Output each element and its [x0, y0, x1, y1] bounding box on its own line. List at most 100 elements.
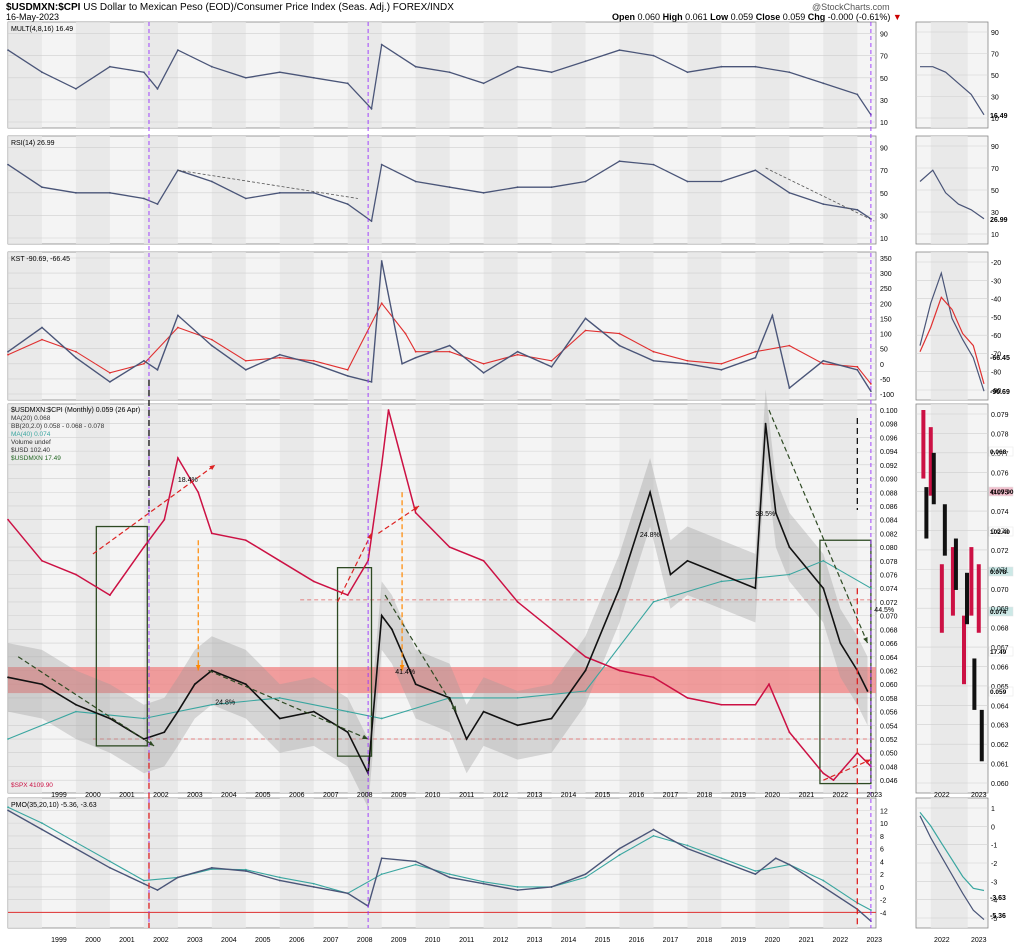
- pmo-signal-line-point: [312, 882, 315, 885]
- x-tick-label: 2012: [493, 792, 509, 799]
- pmo-line-point: [584, 873, 587, 876]
- y-tick-label: -50: [880, 377, 890, 384]
- spx-line-point: [832, 779, 835, 782]
- kst-signal-line-point: [278, 356, 281, 359]
- side-y-tick-label: -2: [991, 861, 997, 868]
- trend-arrow-green: [384, 594, 457, 712]
- side-y-tick-label: 30: [991, 95, 999, 102]
- pmo-signal-line-point: [652, 834, 655, 837]
- pmo-line-point: [109, 866, 111, 869]
- side-spx-bar: [939, 564, 944, 633]
- mult-line-point: [550, 71, 553, 74]
- rsi-line-point: [652, 163, 655, 166]
- rsi-line-point: [41, 186, 43, 189]
- side-y-tick-label: 0.075: [991, 490, 1009, 497]
- year-shade-pmo: [75, 798, 110, 928]
- usdmxn-cpi-line-point: [41, 683, 43, 686]
- spx-line-point: [210, 532, 213, 535]
- side-spx-bar: [921, 410, 926, 479]
- side-price-bar: [979, 709, 984, 762]
- y-tick-label: -4: [880, 910, 886, 917]
- mult-line-point: [380, 43, 383, 46]
- spx-line-point: [584, 655, 587, 658]
- rsi-line-point: [584, 180, 587, 183]
- side-x-tick-label: 2023: [971, 792, 987, 799]
- pmo-line-point: [156, 889, 159, 892]
- side-spx-bar: [950, 547, 955, 616]
- y-tick-label: 0.094: [880, 449, 898, 456]
- year-shade-mult: [415, 22, 450, 128]
- kst-signal-line-point: [75, 350, 77, 353]
- y-tick-label: 0.076: [880, 573, 898, 580]
- mult-line-point: [109, 65, 111, 68]
- x-tick-label: 2022: [833, 792, 849, 799]
- side-y-tick-label: 90: [991, 144, 999, 151]
- side-y-tick-label: -3: [991, 879, 997, 886]
- kst-signal-line-point: [448, 350, 451, 353]
- side-y-tick-label: 50: [991, 73, 999, 80]
- pmo-line-point: [312, 886, 315, 888]
- year-shade-rsi: [687, 136, 722, 244]
- side-y-tick-label: 10: [991, 116, 999, 123]
- pmo-line-point: [550, 886, 553, 888]
- y-tick-label: 70: [880, 168, 888, 175]
- y-tick-label: -100: [880, 392, 894, 399]
- side-y-tick-label: 0.067: [991, 645, 1009, 652]
- year-shade-rsi: [415, 136, 450, 244]
- kst-signal-line-point: [380, 302, 383, 305]
- usdmxn-cpi-line-point: [380, 614, 383, 617]
- usdmxn-cpi-line-point: [866, 690, 869, 692]
- percent-annotation: 24.8%: [640, 532, 660, 539]
- y-tick-label: 0: [880, 885, 884, 892]
- rsi-line-point: [278, 191, 281, 194]
- rsi-line-point: [448, 186, 451, 189]
- usdmxn-cpi-line-point: [669, 573, 672, 576]
- main-legend-entry: BB(20,2.0) 0.058 - 0.068 - 0.078: [11, 423, 105, 430]
- y-tick-label: 2: [880, 872, 884, 879]
- pmo-line-point: [482, 882, 485, 885]
- y-tick-label: 0.092: [880, 463, 898, 470]
- year-shade-main: [279, 404, 314, 793]
- pmo-signal-line-point: [686, 844, 689, 847]
- pmo-signal-line-point: [618, 854, 621, 856]
- mult-line-point: [156, 87, 159, 90]
- usdmxn-cpi-line-point: [774, 511, 777, 514]
- y-tick-label: 6: [880, 847, 884, 854]
- year-shade-mult: [75, 22, 110, 128]
- year-shade-pmo: [551, 798, 586, 928]
- side-y-tick-label: 0.072: [991, 548, 1009, 555]
- y-tick-label: 70: [880, 54, 888, 61]
- y-tick-label: 90: [880, 146, 888, 153]
- mult-value-badge: 16.49: [990, 113, 1008, 120]
- usdmxn-cpi-line-point: [482, 710, 485, 713]
- pmo-signal-line-point: [41, 822, 43, 825]
- trend-arrow-green-head: [362, 734, 369, 740]
- spx-line-point: [278, 559, 281, 562]
- x-tick-label: 2002: [153, 792, 169, 799]
- y-tick-label: -2: [880, 898, 886, 905]
- kst-line-point: [870, 390, 872, 393]
- pmo-line-point: [210, 866, 213, 869]
- trend-arrow-green: [17, 656, 155, 747]
- pmo-signal-line-point: [754, 870, 757, 872]
- mult-line-point: [618, 49, 621, 52]
- side-year-shade-main: [930, 404, 968, 793]
- y-tick-label: 0.060: [880, 682, 898, 689]
- x-tick-label: 2019: [731, 792, 747, 799]
- value-badge: 0.078: [990, 569, 1007, 576]
- kst-signal-line-point: [346, 368, 349, 371]
- spx-line-point: [41, 559, 43, 562]
- ma40-line-point: [584, 690, 587, 692]
- y-tick-label: 0.082: [880, 531, 898, 538]
- kst-line-point: [370, 381, 373, 383]
- kst-signal-line-point: [516, 353, 519, 356]
- kst-signal-line-point: [482, 362, 485, 365]
- pmo-line-point: [414, 860, 417, 863]
- side-y-tick-label: 0.073: [991, 529, 1009, 536]
- x-tick-label: 2003: [187, 937, 203, 944]
- pmo-value-badge: -5.36: [990, 913, 1006, 920]
- rsi-line-point: [482, 191, 485, 194]
- x-tick-label: 2006: [289, 792, 305, 799]
- side-spx-bar: [962, 615, 966, 685]
- ma40-line-point: [720, 580, 723, 583]
